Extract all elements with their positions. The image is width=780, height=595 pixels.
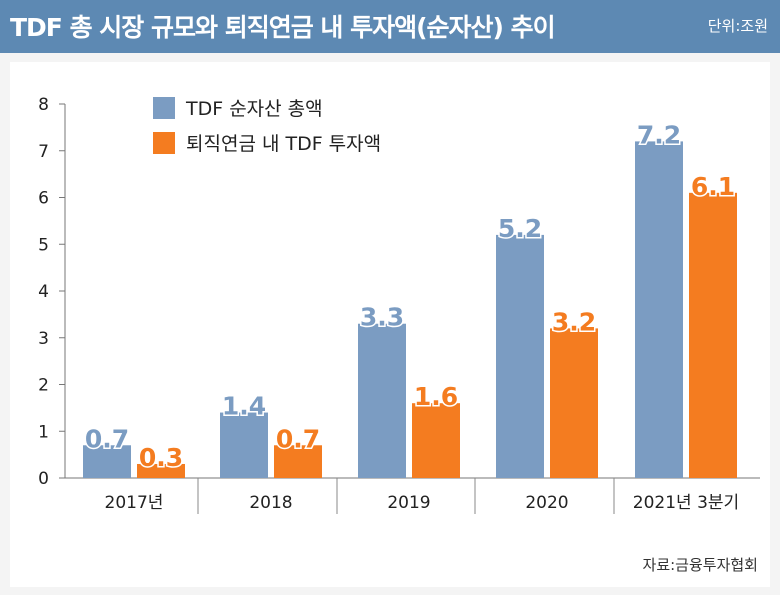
y-tick-label: 5 [38,235,49,255]
data-label-pension-tdf: 1.6 [414,382,458,411]
data-label-tdf-total: 1.4 [222,392,266,421]
x-category-label: 2017년 [105,493,164,513]
bar-tdf-total [635,141,683,478]
y-tick-label: 6 [38,189,49,209]
legend-label: 퇴직연금 내 TDF 투자액 [186,133,381,155]
legend-swatch [153,132,175,154]
bar-pension-tdf [412,403,460,478]
bar-tdf-total [220,412,268,478]
bar-pension-tdf [137,463,185,478]
data-label-pension-tdf: 3.2 [552,307,596,336]
y-tick-label: 0 [38,469,49,489]
chart-header: TDF 총 시장 규모와 퇴직연금 내 투자액(순자산) 추이 단위:조원 [0,0,780,53]
x-category-label: 2021년 3분기 [633,493,739,513]
data-label-tdf-total: 3.3 [360,303,404,332]
data-label-pension-tdf: 0.7 [276,424,320,453]
x-category-label: 2018 [249,493,292,513]
bar-tdf-total [358,323,406,478]
bar-tdf-total [83,445,131,478]
y-tick-label: 2 [38,376,49,396]
y-tick-label: 1 [38,422,49,442]
legend-swatch [153,97,175,119]
unit-label: 단위:조원 [707,17,768,35]
data-label-tdf-total: 7.2 [637,120,681,149]
data-label-tdf-total: 0.7 [85,424,129,453]
data-label-pension-tdf: 0.3 [139,443,183,472]
data-label-pension-tdf: 6.1 [691,172,735,201]
data-label-tdf-total: 5.2 [498,214,542,243]
x-category-label: 2019 [387,493,430,513]
y-tick-label: 4 [38,282,49,302]
bar-pension-tdf [274,445,322,478]
bar-pension-tdf [550,328,598,478]
x-category-label: 2020 [525,493,568,513]
y-tick-label: 7 [38,142,49,162]
legend-label: TDF 순자산 총액 [185,98,323,120]
bar-tdf-total [496,234,544,478]
bar-pension-tdf [689,192,737,478]
chart-title: TDF 총 시장 규모와 퇴직연금 내 투자액(순자산) 추이 [10,13,556,42]
y-tick-label: 8 [38,95,49,115]
y-tick-label: 3 [38,329,49,349]
source-note: 자료:금융투자협회 [642,556,758,574]
